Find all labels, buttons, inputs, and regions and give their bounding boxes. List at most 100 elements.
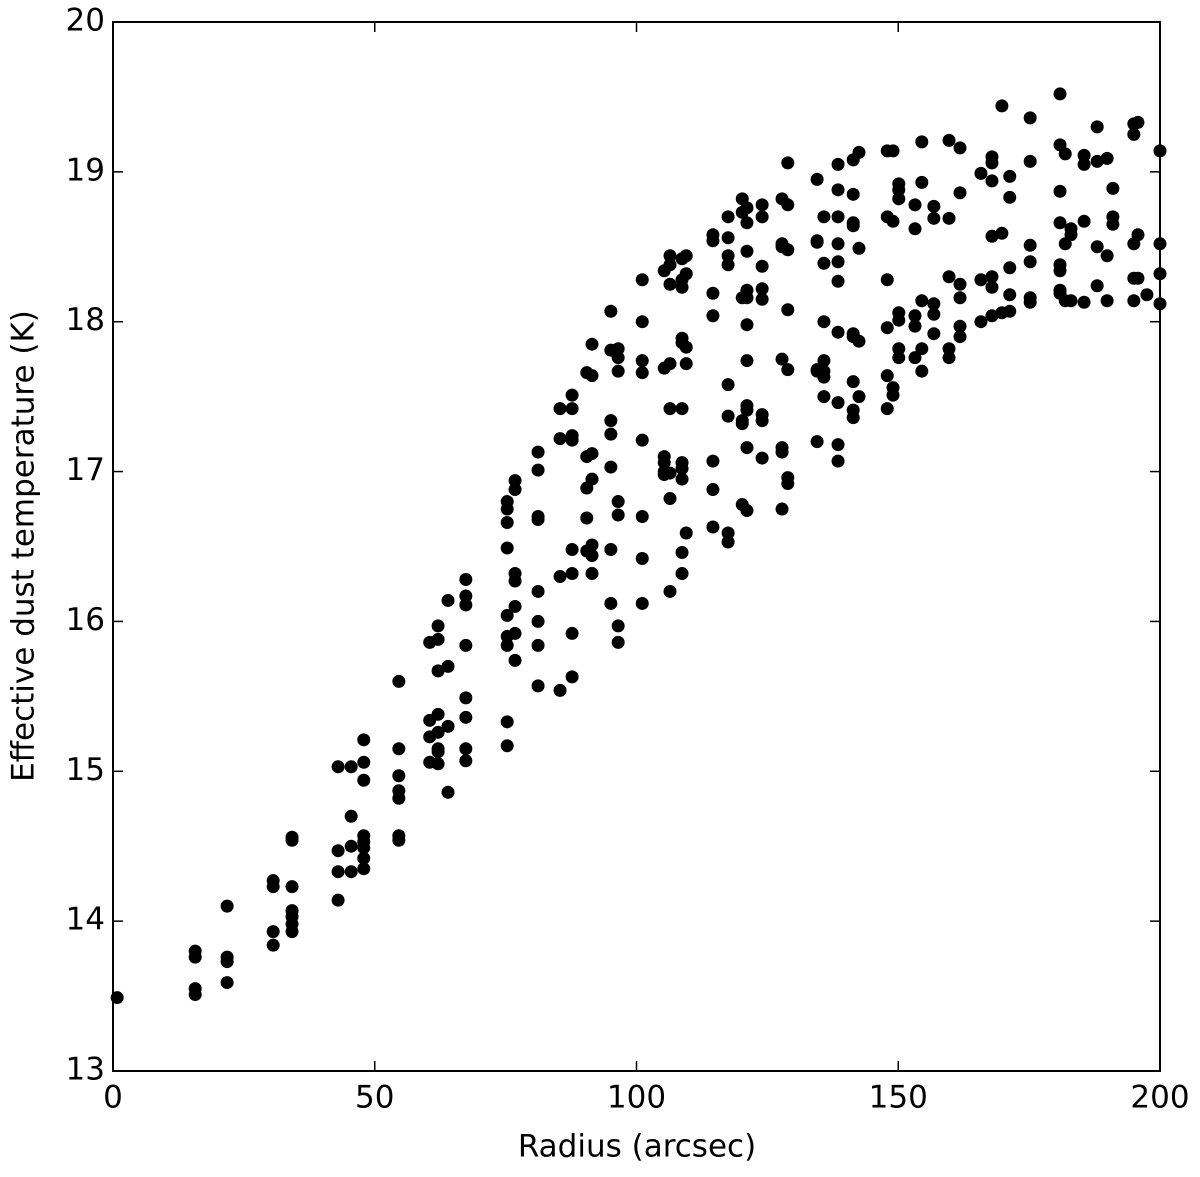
data-point xyxy=(817,256,831,270)
data-point xyxy=(740,403,754,417)
data-point xyxy=(675,545,689,559)
data-point xyxy=(663,357,677,371)
data-point xyxy=(431,664,445,678)
data-point xyxy=(508,483,522,497)
data-point xyxy=(1023,154,1037,168)
data-point xyxy=(500,541,514,555)
data-point xyxy=(531,513,545,527)
data-point xyxy=(721,526,735,540)
y-axis-label: Effective dust temperature (K) xyxy=(6,310,42,782)
data-point xyxy=(604,304,618,318)
data-point xyxy=(604,427,618,441)
data-point xyxy=(892,192,906,206)
y-tick-label: 17 xyxy=(66,452,105,488)
data-point xyxy=(508,474,522,488)
data-point xyxy=(1064,228,1078,242)
data-point xyxy=(781,198,795,212)
data-point xyxy=(1023,295,1037,309)
data-point xyxy=(459,589,473,603)
data-point xyxy=(679,340,693,354)
data-point xyxy=(357,733,371,747)
data-point xyxy=(817,315,831,329)
data-point xyxy=(706,520,720,534)
data-point xyxy=(721,249,735,263)
data-point xyxy=(817,354,831,368)
y-tick-label: 20 xyxy=(66,3,105,39)
data-point xyxy=(1003,304,1017,318)
data-point xyxy=(553,569,567,583)
data-point xyxy=(721,210,735,224)
data-point xyxy=(266,925,280,939)
data-point xyxy=(635,354,649,368)
y-tick-label: 13 xyxy=(66,1052,105,1088)
data-point xyxy=(995,99,1009,113)
data-point xyxy=(392,791,406,805)
data-point xyxy=(908,222,922,236)
data-point xyxy=(1023,238,1037,252)
data-point xyxy=(775,445,789,459)
x-tick-label: 50 xyxy=(355,1080,394,1116)
data-point xyxy=(431,707,445,721)
data-point xyxy=(565,542,579,556)
data-point xyxy=(392,833,406,847)
x-tick-label: 0 xyxy=(103,1080,123,1116)
data-point xyxy=(810,235,824,249)
data-point xyxy=(431,632,445,646)
data-point xyxy=(585,566,599,580)
data-point xyxy=(706,286,720,300)
data-point xyxy=(721,409,735,423)
data-point xyxy=(663,258,677,272)
data-point xyxy=(1023,255,1037,269)
data-point xyxy=(1064,294,1078,308)
y-tick-label: 19 xyxy=(66,152,105,188)
data-point xyxy=(831,183,845,197)
data-point xyxy=(1106,217,1120,231)
data-point xyxy=(1090,154,1104,168)
data-point xyxy=(431,619,445,633)
data-point xyxy=(755,259,769,273)
data-point xyxy=(755,282,769,296)
data-point xyxy=(974,273,988,287)
data-point xyxy=(585,337,599,351)
data-point xyxy=(985,309,999,323)
data-point xyxy=(604,460,618,474)
data-point xyxy=(431,725,445,739)
data-point xyxy=(817,210,831,224)
data-point xyxy=(508,653,522,667)
data-point xyxy=(1053,264,1067,278)
data-point xyxy=(755,451,769,465)
data-point xyxy=(740,354,754,368)
data-point xyxy=(942,342,956,356)
data-point xyxy=(755,210,769,224)
data-point xyxy=(1058,147,1072,161)
data-point xyxy=(585,369,599,383)
data-point xyxy=(531,463,545,477)
data-point xyxy=(810,435,824,449)
data-point xyxy=(657,456,671,470)
data-point xyxy=(846,375,860,389)
data-point xyxy=(721,378,735,392)
data-point xyxy=(500,739,514,753)
data-point xyxy=(892,351,906,365)
data-point xyxy=(220,899,234,913)
y-tick-label: 16 xyxy=(66,602,105,638)
data-point xyxy=(721,231,735,245)
data-point xyxy=(852,145,866,159)
data-point xyxy=(220,955,234,969)
data-point xyxy=(985,156,999,170)
data-point xyxy=(846,219,860,233)
data-point xyxy=(775,352,789,366)
x-tick-label: 200 xyxy=(1130,1080,1189,1116)
data-point xyxy=(508,574,522,588)
data-point xyxy=(220,976,234,990)
data-point xyxy=(974,166,988,180)
data-point xyxy=(740,244,754,258)
data-point xyxy=(880,273,894,287)
data-point xyxy=(553,402,567,416)
data-point xyxy=(441,785,455,799)
data-point xyxy=(675,472,689,486)
data-point xyxy=(1106,181,1120,195)
data-point xyxy=(721,535,735,549)
data-point xyxy=(392,742,406,756)
